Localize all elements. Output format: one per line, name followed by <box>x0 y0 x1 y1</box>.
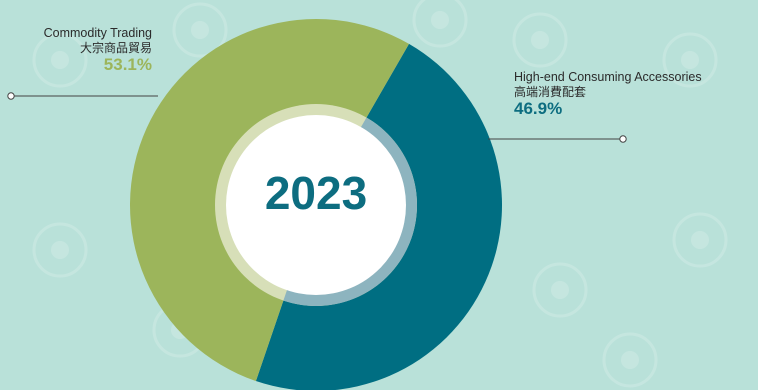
callout-high-end-consuming: High-end Consuming Accessories 高端消費配套 46… <box>514 70 702 120</box>
pattern-ornament <box>32 32 88 88</box>
slice-label-zh: 高端消費配套 <box>514 85 587 99</box>
pattern-ornament <box>532 262 588 318</box>
leader-line-high-end-consuming-marker <box>619 135 627 143</box>
slice-label-en: High-end Consuming Accessories <box>514 70 702 84</box>
slice-value-label: 46.9% <box>514 99 563 119</box>
pattern-ornament <box>412 0 468 48</box>
slice-label-en: Commodity Trading <box>43 26 152 40</box>
slice-label-zh: 大宗商品貿易 <box>79 41 152 55</box>
callout-commodity-trading: Commodity Trading 大宗商品貿易 53.1% <box>44 26 152 76</box>
donut-center <box>226 115 406 295</box>
pattern-ornament <box>512 12 568 68</box>
center-year-label: 2023 <box>264 167 368 219</box>
pattern-ornament <box>172 2 228 58</box>
pattern-ornament <box>662 32 718 88</box>
leader-line-commodity-trading-marker <box>7 92 15 100</box>
pattern-ornament <box>672 212 728 268</box>
pattern-ornament <box>602 332 658 388</box>
pattern-ornament <box>32 222 88 278</box>
slice-value-label: 53.1% <box>103 55 152 75</box>
